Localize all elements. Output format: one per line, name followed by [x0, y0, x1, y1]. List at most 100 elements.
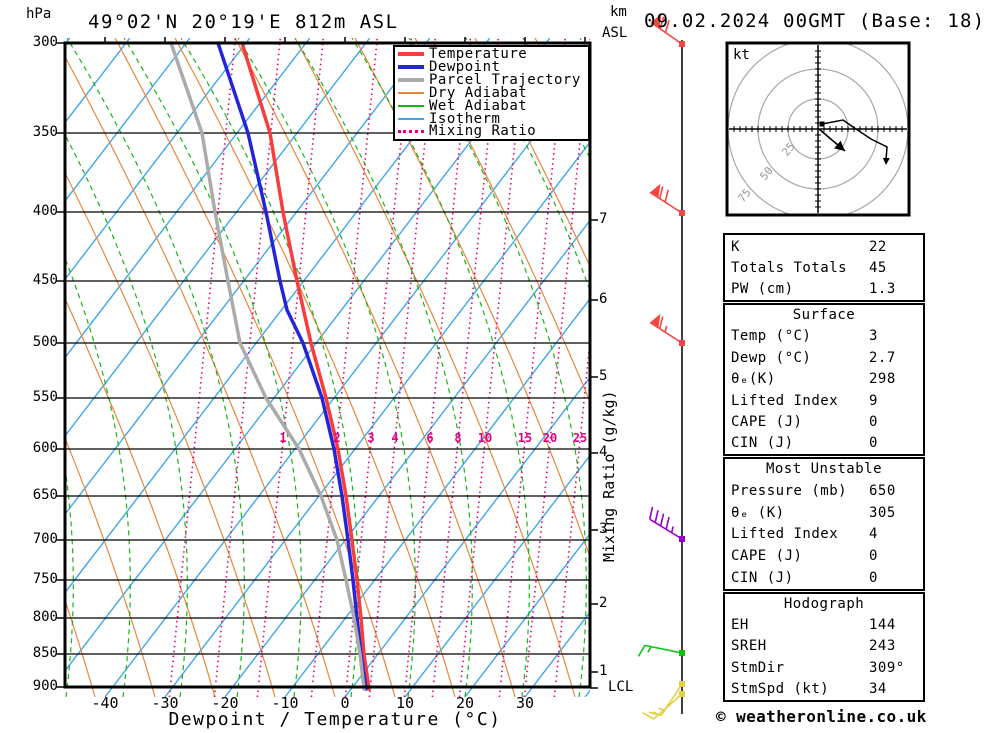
pressure-tick-label: 650 — [32, 487, 58, 503]
legend: Temperature Dewpoint Parcel Trajectory Dry … — [393, 45, 590, 141]
mixing-ratio-label: 6 — [426, 431, 434, 445]
stat-row: Dewp (°C) 2.7 — [725, 348, 923, 369]
pressure-axis-unit: hPa — [26, 6, 52, 22]
stat-value: 0 — [869, 435, 878, 452]
stat-label: Dewp (°C) — [731, 349, 812, 366]
temperature-tick-label: -30 — [151, 694, 179, 712]
stat-value: 650 — [869, 482, 896, 499]
stat-label: CAPE (J) — [731, 413, 803, 430]
stat-row: SREH 243 — [725, 636, 923, 657]
legend-item-label: Temperature — [429, 46, 528, 63]
mixing-ratio-label: 1 — [279, 431, 287, 445]
km-tick-label: 4 — [599, 444, 608, 460]
stat-value: 0 — [869, 413, 878, 430]
stat-label: CIN (J) — [731, 435, 794, 452]
stat-row: CAPE (J) 0 — [725, 546, 923, 568]
temperature-tick-label: 30 — [515, 694, 535, 712]
stat-label: StmSpd (kt) — [731, 680, 830, 697]
legend-line-sample — [398, 129, 424, 133]
stat-row: StmDir 309° — [725, 658, 923, 679]
legend-item-label: Parcel Trajectory — [429, 72, 581, 89]
legend-item-label: Isotherm — [429, 110, 501, 127]
km-tick-label: 2 — [599, 595, 608, 611]
pressure-tick-label: 600 — [32, 440, 58, 456]
legend-item: Isotherm — [395, 110, 588, 127]
pressure-tick-label: 750 — [32, 571, 58, 587]
stat-label: θₑ(K) — [731, 371, 776, 388]
altitude-axis-ref: ASL — [602, 25, 628, 41]
stat-row: Pressure (mb) 650 — [725, 481, 923, 503]
mixing-ratio-label: 10 — [477, 431, 493, 445]
legend-line-sample — [398, 104, 424, 107]
stat-label: Totals Totals — [731, 260, 848, 276]
legend-line-sample — [398, 78, 424, 83]
mixing-ratio-label: 8 — [454, 431, 462, 445]
stat-row: θₑ(K) 298 — [725, 369, 923, 390]
stat-label: Temp (°C) — [731, 328, 812, 345]
stat-label: Pressure (mb) — [731, 482, 848, 499]
stat-value: 298 — [869, 371, 896, 388]
stat-row: EH 144 — [725, 615, 923, 636]
stat-value: 3 — [869, 328, 878, 345]
temperature-tick-label: -40 — [91, 694, 119, 712]
hodograph — [725, 41, 911, 217]
km-tick-label: 7 — [599, 211, 608, 227]
km-tick-label: 5 — [599, 368, 608, 384]
stat-row: Temp (°C) 3 — [725, 326, 923, 347]
mixing-ratio-label: 20 — [542, 431, 558, 445]
panel-hodograph-stats: Hodograph EH 144 SREH 243 StmDir 309° StmSpd (k… — [723, 592, 925, 702]
mixing-ratio-label: 2 — [333, 431, 341, 445]
panel-indices: K 22 Totals Totals 45 PW (cm) 1.3 — [723, 233, 925, 302]
hodograph-unit-label: kt — [733, 47, 750, 63]
copyright-credit: © weatheronline.co.uk — [716, 707, 927, 726]
stat-row: CIN (J) 0 — [725, 568, 923, 589]
pressure-tick-label: 700 — [32, 531, 58, 547]
stat-row: StmSpd (kt) 34 — [725, 679, 923, 700]
stat-value: 305 — [869, 504, 896, 521]
pressure-tick-label: 850 — [32, 645, 58, 661]
mixing-ratio-label: 15 — [517, 431, 533, 445]
stat-row: K 22 — [725, 237, 923, 258]
panel-header: Hodograph — [783, 596, 865, 612]
pressure-tick-label: 300 — [32, 34, 58, 50]
pressure-tick-label: 350 — [32, 124, 58, 140]
legend-line-sample — [398, 117, 424, 120]
legend-item: Wet Adiabat — [395, 97, 588, 114]
panel-surface: Surface Temp (°C) 3 Dewp (°C) 2.7 θₑ(K) 298 Lif… — [723, 303, 925, 456]
stat-value: 243 — [869, 638, 896, 655]
stat-value: 309° — [869, 659, 905, 676]
panel-header: Most Unstable — [765, 461, 883, 477]
km-tick-label: 6 — [599, 291, 608, 307]
stat-row: CAPE (J) 0 — [725, 412, 923, 433]
temperature-tick-label: 20 — [455, 694, 475, 712]
mixing-ratio-label: 25 — [572, 431, 588, 445]
legend-item-label: Wet Adiabat — [429, 97, 528, 114]
legend-item: Temperature — [395, 46, 588, 63]
pressure-tick-label: 900 — [32, 678, 58, 694]
stat-label: EH — [731, 617, 749, 634]
legend-item: Dry Adiabat — [395, 85, 588, 101]
wind-barb — [648, 506, 685, 542]
stat-label: StmDir — [731, 659, 785, 676]
wind-barb — [649, 183, 685, 216]
stat-value: 9 — [869, 392, 878, 409]
stat-value: 2.7 — [869, 349, 896, 366]
temperature-tick-label: 10 — [395, 694, 415, 712]
stat-row: PW (cm) 1.3 — [725, 279, 923, 300]
stat-label: CIN (J) — [731, 569, 794, 586]
pressure-tick-label: 800 — [32, 609, 58, 625]
legend-line-sample — [398, 52, 424, 57]
wind-barb — [642, 691, 685, 720]
stat-label: Lifted Index — [731, 392, 839, 409]
legend-line-sample — [398, 91, 424, 94]
legend-item: Parcel Trajectory — [395, 72, 588, 89]
stat-value: 0 — [869, 548, 878, 565]
valid-datetime: 09.02.2024 00GMT (Base: 18) — [644, 10, 986, 32]
panel-most-unstable: Most Unstable Pressure (mb) 650 θₑ (K) 305 Li… — [723, 457, 925, 591]
stat-label: CAPE (J) — [731, 548, 803, 565]
legend-item-label: Dewpoint — [429, 59, 501, 76]
wind-barb — [637, 644, 685, 657]
stat-row: Lifted Index 4 — [725, 524, 923, 546]
